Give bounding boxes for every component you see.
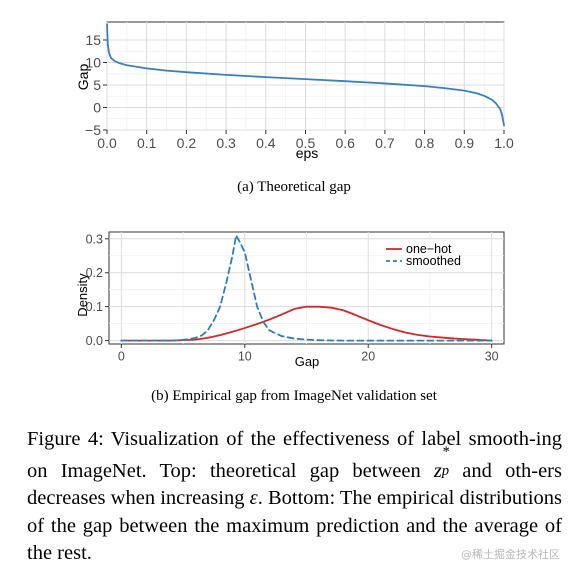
- x-tick-label: 10: [238, 350, 252, 364]
- theoretical-gap-chart: 0.0 0.1 0.2 0.3 0.4 0.5 0.6 0.7 0.8 0.9 1.0 15 10 5 0…: [75, 21, 514, 161]
- bottom-x-axis-label: Gap: [295, 354, 320, 369]
- legend: one−hot smoothed: [386, 242, 461, 268]
- x-tick-label: 0.3: [216, 135, 236, 151]
- y-tick-label: 0.2: [86, 266, 103, 280]
- y-tick-label: 5: [93, 77, 101, 93]
- z-subscript: p: [441, 462, 450, 479]
- series-line-0: [120, 305, 493, 342]
- x-tick-label: 0.6: [335, 135, 355, 151]
- y-tick-label: 10: [85, 55, 101, 71]
- legend-one-hot-label: one−hot: [406, 242, 452, 256]
- z-symbol: z: [433, 460, 442, 483]
- x-tick-label: 0.8: [415, 135, 435, 151]
- y-tick-label: 0.1: [86, 300, 103, 314]
- series-line-0: [106, 23, 505, 127]
- y-tick-label: 0.3: [86, 232, 103, 246]
- epsilon-symbol: ε: [249, 487, 258, 510]
- y-tick-label: 15: [85, 32, 101, 48]
- top-x-axis-label: eps: [296, 145, 319, 161]
- x-tick-label: 0.9: [455, 135, 475, 151]
- legend-smoothed-label: smoothed: [406, 254, 461, 268]
- figure-plots: 0.0 0.1 0.2 0.3 0.4 0.5 0.6 0.7 0.8 0.9 1.0 15 10 5 0…: [75, 21, 514, 404]
- y-tick-label: 0: [93, 100, 101, 116]
- bottom-y-axis-label: Density: [75, 273, 90, 317]
- x-tick-label: 0.0: [97, 135, 117, 151]
- y-tick-label: 0.0: [86, 334, 103, 348]
- figure-caption-part-3: . Bottom: The empirical distributions of…: [27, 487, 562, 564]
- z-superscript: *: [441, 444, 450, 461]
- x-tick-label: 0.4: [256, 135, 276, 151]
- subcaption-a: (a) Theoretical gap: [237, 179, 351, 195]
- x-tick-label: 30: [485, 350, 499, 364]
- x-tick-label: 0.2: [177, 135, 197, 151]
- figure-caption-part-1: Figure 4: Visualization of the effective…: [27, 428, 562, 483]
- y-tick-label: −5: [85, 122, 101, 138]
- top-y-axis-label: Gap: [75, 64, 91, 91]
- empirical-gap-chart: 0 10 20 30 0.3 0.2 0.1 0.0 Gap Density one−hot…: [75, 231, 505, 369]
- z-p-star-symbol: z * p: [433, 445, 450, 483]
- x-tick-label: 0.5: [296, 135, 316, 151]
- figure-caption-part-2: and oth-ers decreases when increasing: [27, 460, 562, 510]
- subcaption-b: (b) Empirical gap from ImageNet validati…: [151, 388, 438, 404]
- x-tick-label: 20: [361, 350, 375, 364]
- x-tick-label: 0.7: [375, 135, 395, 151]
- figure-caption: Figure 4: Visualization of the effective…: [27, 426, 562, 567]
- x-tick-label: 0.1: [137, 135, 157, 151]
- series-line-1: [120, 234, 493, 342]
- x-tick-label: 0: [118, 350, 125, 364]
- watermark: @稀土掘金技术社区: [461, 548, 560, 561]
- x-tick-label: 1.0: [494, 135, 514, 151]
